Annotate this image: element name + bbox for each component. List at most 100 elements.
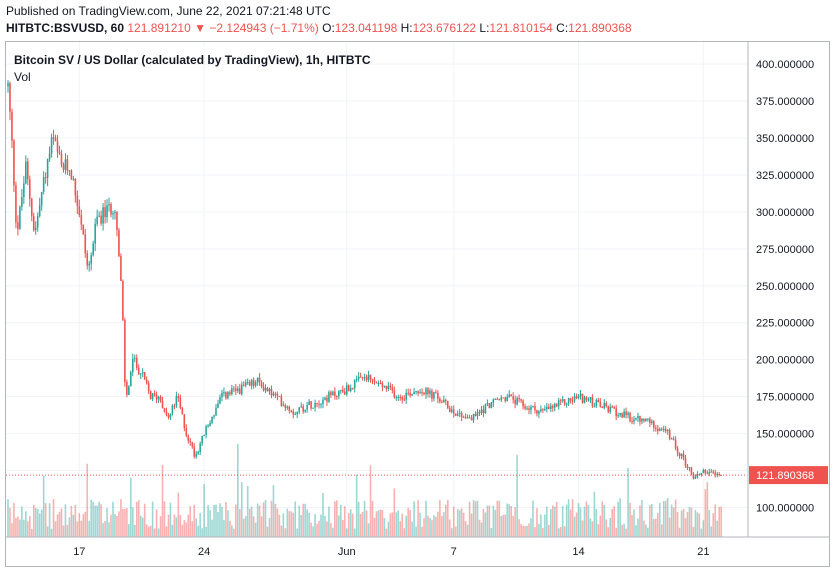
candle-body [100,215,102,224]
volume-bar [551,505,554,537]
volume-bar [149,525,152,537]
volume-bar [470,513,473,537]
y-axis-ticks: 400.000000 375.000000 350.000000 325.000000… [756,59,814,514]
volume-bar [678,527,681,537]
volume-bar [298,505,301,537]
candle-body [225,392,227,399]
volume-bar [712,513,715,537]
volume-bar [183,520,186,537]
volume-bar [72,514,75,537]
candle-body [334,391,336,397]
volume-bar [7,499,9,537]
volume-bar [272,485,275,537]
chart-frame[interactable] [5,41,830,567]
candle-body [30,198,33,216]
candle-body [203,434,205,436]
candle-body [122,280,124,320]
volume-bar [276,508,279,537]
volume-bar [569,509,572,537]
volume-label: Vol [14,70,31,84]
volume-bar [512,516,514,537]
volume-bar [157,528,160,537]
candle-body [409,392,411,396]
candle-body [298,407,301,412]
candle-body [567,398,570,404]
candle-body [435,392,437,394]
candle-body [577,395,580,398]
candle-body [332,391,334,395]
candle-body [48,153,51,160]
volume-bar [197,525,199,537]
volume-bar [490,527,493,537]
volume-bar [474,501,477,537]
volume-bar [462,512,465,537]
candle-body [656,428,659,432]
candle-body [597,399,600,402]
volume-bar [448,519,451,537]
volume-bar [583,506,586,537]
candle-body [692,473,695,479]
volume-bar [688,506,691,537]
candle-body [557,400,560,407]
volume-bar [633,509,635,537]
candle-body [276,393,279,397]
candle-body [149,390,152,399]
candle-body [526,408,528,410]
volume-bar [446,500,449,537]
candle-body [621,413,623,418]
candle-body [314,403,316,408]
volume-bar [159,516,162,537]
candle-body [185,428,188,436]
candle-body [11,111,13,141]
candle-body [393,390,396,398]
volume-bar [357,501,360,537]
volume-bar [62,525,65,537]
candle-body [383,385,386,387]
volume-bar [42,475,45,537]
candle-body [419,392,421,394]
volume-bar [435,516,437,537]
volume-bar [110,514,112,537]
volume-bar [561,506,564,537]
y-tick-label: 375.000000 [756,96,814,108]
candle-body [62,164,65,170]
candle-body [478,411,481,413]
volume-bar [278,514,281,537]
volume-bar [347,513,350,537]
candle-body [78,206,81,216]
volume-bar [213,504,215,537]
volume-bar [579,507,582,537]
candle-body [147,383,150,391]
volume-bar [555,501,558,537]
candle-body [367,374,370,381]
candle-body [496,398,499,400]
candle-body [153,393,156,395]
candle-body [682,453,685,459]
volume-bar [496,500,499,537]
candle-body [540,409,542,412]
y-tick-label: 325.000000 [756,170,814,182]
volume-bar [11,523,13,537]
candle-body [589,397,592,400]
candle-body [508,394,511,397]
volume-bar [714,504,717,537]
volume-bar [48,503,51,537]
candle-body [238,388,241,394]
volume-bar [702,520,705,537]
volume-bar [254,522,257,537]
volume-bar [203,484,205,537]
candle-body [211,416,213,423]
volume-bar [534,527,536,537]
candle-body [433,392,435,399]
volume-bar [240,482,243,537]
candle-body [702,469,705,474]
candle-body [686,466,689,469]
candle-body [550,405,552,410]
candle-body [300,406,302,408]
volume-bar [581,520,584,537]
volume-bar [553,506,556,537]
candle-body [236,388,239,391]
candle-body [371,379,374,381]
volume-bar [242,518,245,537]
